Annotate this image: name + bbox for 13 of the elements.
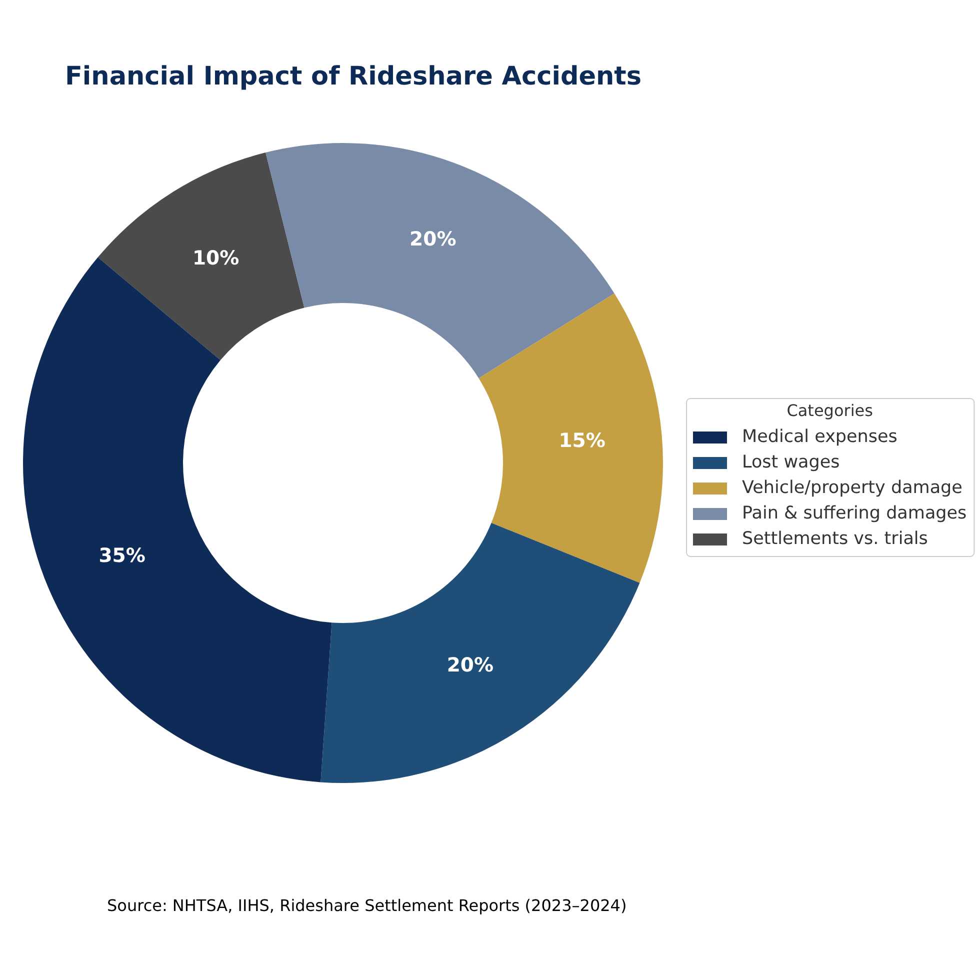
- legend-label: Pain & suffering damages: [742, 504, 967, 524]
- legend-label: Vehicle/property damage: [742, 478, 962, 498]
- data-label: 10%: [192, 246, 240, 270]
- legend-label: Settlements vs. trials: [742, 529, 928, 550]
- data-label: 35%: [98, 544, 146, 567]
- data-label: 20%: [410, 228, 456, 251]
- legend-label: Medical expenses: [742, 427, 898, 448]
- data-label: 20%: [446, 654, 494, 677]
- source-note: Source: NHTSA, IIHS, Rideshare Settlement Reports (2023–2024): [107, 896, 627, 916]
- chart-title: Financial Impact of Rideshare Accidents: [65, 62, 642, 92]
- legend-title: Categories: [786, 401, 873, 420]
- data-label: 15%: [558, 429, 606, 452]
- legend-label: Lost wages: [742, 452, 840, 473]
